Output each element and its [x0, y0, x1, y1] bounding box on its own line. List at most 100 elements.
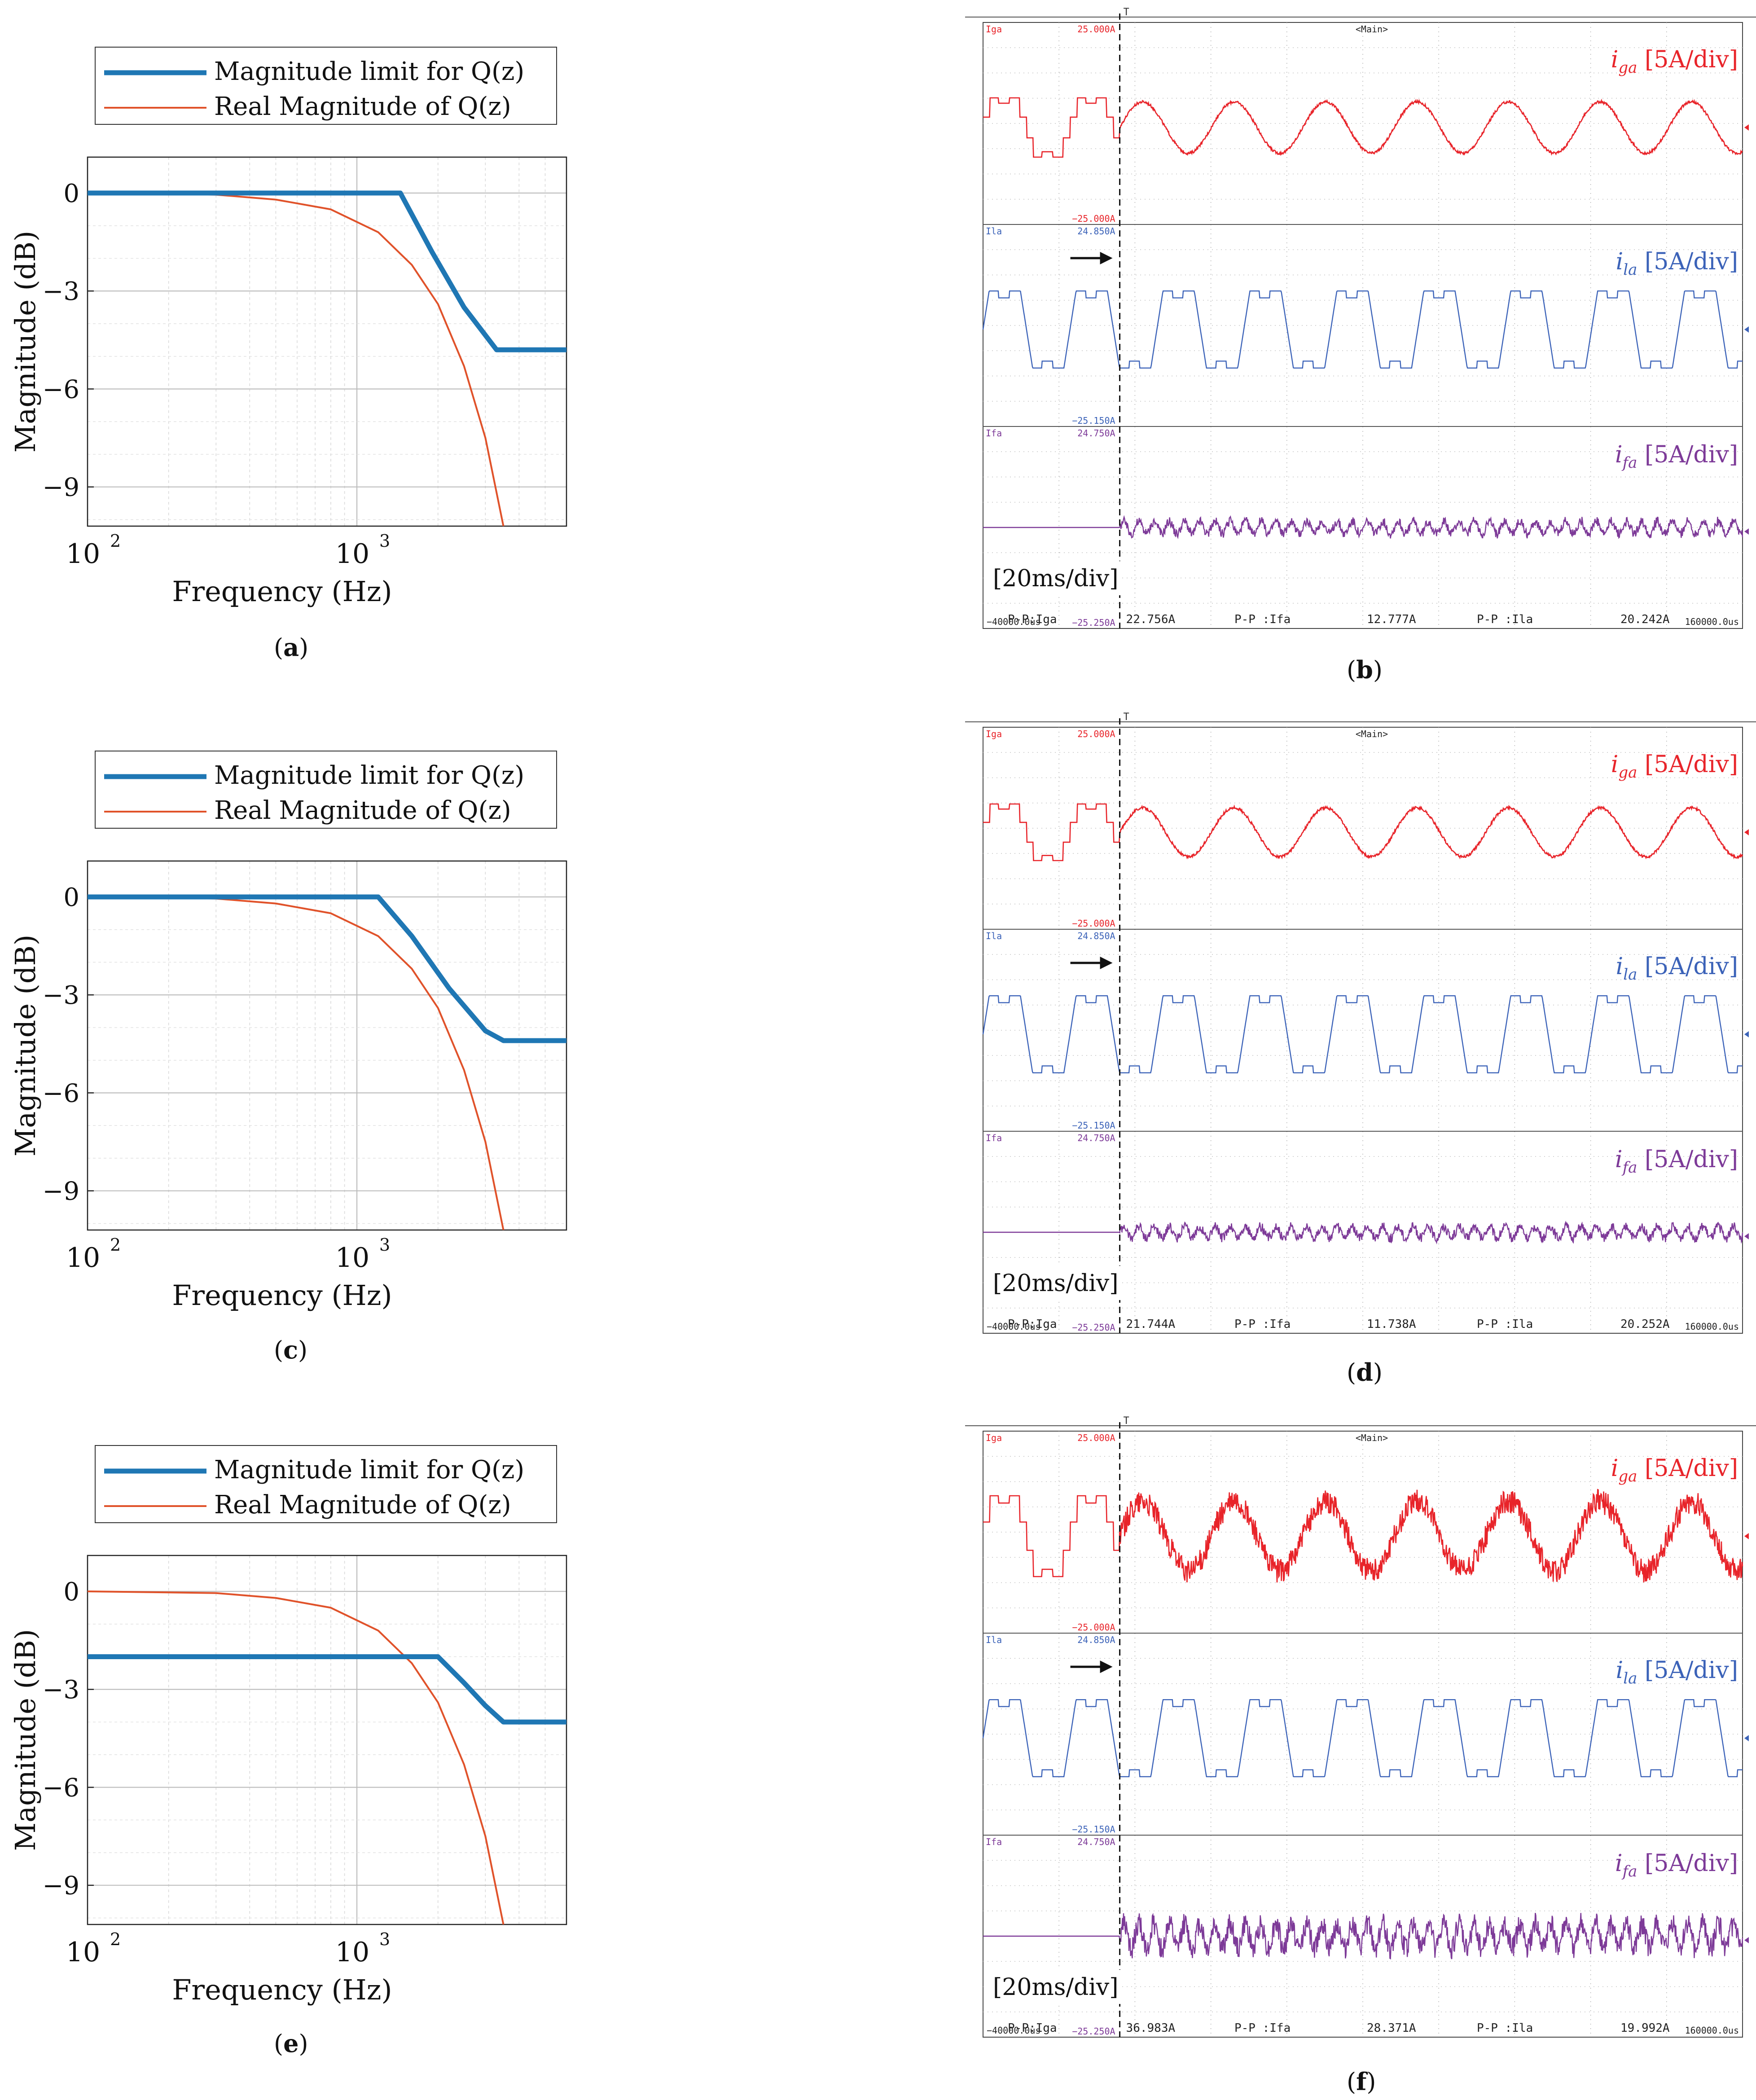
channel-la-name: Ila	[986, 931, 1002, 941]
waveform-i-la	[982, 995, 1743, 1073]
y-axis-label: Magnitude (dB)	[9, 935, 42, 1156]
y-axis-label: Magnitude (dB)	[9, 231, 42, 453]
channel-fa-label-sub: fa	[1621, 1159, 1637, 1177]
legend-box	[95, 1445, 557, 1523]
caption-a-letter: a	[283, 633, 299, 662]
legend-real-label: Real Magnitude of Q(z)	[214, 796, 511, 825]
channel-la-scale-bot: −25.150A	[1072, 415, 1115, 426]
caption-b: (b)	[1347, 655, 1383, 684]
timediv-bg	[987, 1970, 1122, 2004]
right-time: 160000.0us	[1685, 616, 1739, 627]
channel-ga-label-i: i	[1611, 1455, 1619, 1482]
channel-fa-scale-top: 24.750A	[1077, 1836, 1115, 1847]
caption-a: (a)	[274, 633, 309, 662]
waveform-i-fa	[983, 515, 1743, 539]
channel-fa-label-i: i	[1615, 441, 1623, 468]
caption-f: (f)	[1347, 2067, 1376, 2096]
ytick-label-0: 0	[63, 179, 79, 208]
arrow-head	[1100, 252, 1113, 264]
ytick-label-2: −6	[42, 375, 79, 404]
scope-frame	[983, 22, 1743, 629]
channel-ga-label: iga [5A/div]	[1611, 46, 1738, 77]
timediv-bg	[987, 561, 1122, 595]
waveform-i-ga	[983, 1489, 1743, 1583]
series-magnitude-limit	[88, 190, 566, 352]
right-time: 160000.0us	[1685, 1321, 1739, 1332]
ytick-label-0: 0	[63, 883, 79, 912]
time-div-label: [20ms/div]	[993, 565, 1119, 592]
ytick-label-3: −9	[42, 1177, 79, 1206]
channel-fa-scale-bot: −25.250A	[1072, 2026, 1115, 2037]
channel-fa-label-i: i	[1615, 1850, 1623, 1877]
series-real-magnitude	[88, 192, 505, 526]
channel-fa-label: ifa [5A/div]	[1615, 441, 1738, 472]
pp-la-value: 19.992A	[1620, 2021, 1670, 2035]
channel-fa-name: Ifa	[986, 1133, 1002, 1143]
channel-ga-scale-top: 25.000A	[1077, 1432, 1115, 1443]
ytick-label-1: −3	[42, 277, 79, 306]
plot-area	[88, 1555, 566, 1924]
channel-ga-label-sub: ga	[1618, 1467, 1637, 1485]
bode-svg-a: Magnitude limit for Q(z) Real Magnitude o…	[9, 47, 567, 608]
bode-plot-a: Magnitude limit for Q(z) Real Magnitude o…	[0, 36, 584, 682]
arrow-head	[1100, 957, 1113, 969]
xtick-label-0: 10	[66, 538, 100, 570]
legend-box	[95, 47, 557, 125]
xtick-label-0: 10	[66, 1937, 100, 1968]
channel-la-marker	[1744, 1031, 1749, 1037]
arrow-head	[1100, 1661, 1113, 1673]
xtick-label-0: 10	[66, 1242, 100, 1274]
bode-svg-e: Magnitude limit for Q(z) Real Magnitude o…	[9, 1445, 567, 2006]
channel-ga-label: iga [5A/div]	[1611, 1455, 1738, 1485]
channel-la-scale-top: 24.850A	[1077, 226, 1115, 237]
main-tag: <Main>	[1356, 729, 1388, 739]
channel-la-label-div: [5A/div]	[1637, 953, 1738, 980]
channel-la-label-div: [5A/div]	[1637, 1657, 1738, 1684]
waveform-i-ga	[983, 97, 1743, 158]
xtick-exp-1: 3	[379, 1929, 390, 1949]
xtick-exp-1: 3	[379, 1235, 390, 1255]
caption-e-letter: e	[283, 2029, 299, 2058]
channel-ga-marker	[1744, 829, 1749, 835]
channel-la-label-div: [5A/div]	[1637, 248, 1738, 275]
channel-ga-label-sub: ga	[1618, 59, 1637, 77]
ytick-label-3: −9	[42, 1872, 79, 1901]
channel-ga-label-i: i	[1611, 751, 1619, 778]
pp-fa-value: 28.371A	[1367, 2021, 1416, 2035]
channel-la-scale-top: 24.850A	[1077, 1634, 1115, 1645]
channel-la-name: Ila	[986, 1634, 1002, 1645]
ytick-label-2: −6	[42, 1773, 79, 1802]
channel-la-scale-top: 24.850A	[1077, 931, 1115, 941]
pp-fa-label: P-P :Ifa	[1234, 1318, 1291, 1331]
xtick-label-1: 10	[335, 538, 369, 570]
channel-ga-name: Iga	[986, 24, 1002, 35]
left-time: −40000.0us	[987, 616, 1040, 627]
ytick-label-1: −3	[42, 1675, 79, 1705]
channel-fa-marker	[1744, 1233, 1749, 1239]
right-time: 160000.0us	[1685, 2025, 1739, 2036]
series-real-magnitude	[88, 896, 505, 1230]
scope-capture-b: T <Main> Iga 25.000A −25.000A Ila 24.850A −25.1…	[965, 0, 1756, 673]
waveform-i-fa	[983, 1912, 1743, 1960]
waveform-i-ga	[983, 803, 1743, 861]
trigger-mark: T	[1124, 712, 1129, 723]
channel-fa-label-sub: fa	[1621, 454, 1637, 472]
channel-la-scale-bot: −25.150A	[1072, 1120, 1115, 1131]
channel-ga-label-div: [5A/div]	[1637, 751, 1738, 778]
channel-fa-scale-bot: −25.250A	[1072, 617, 1115, 628]
channel-la-label: ila [5A/div]	[1616, 248, 1738, 279]
legend-limit-label: Magnitude limit for Q(z)	[214, 1455, 524, 1485]
channel-la-label: ila [5A/div]	[1616, 953, 1738, 984]
scope-frame	[983, 727, 1743, 1334]
channel-la-label-i: i	[1616, 1657, 1624, 1684]
ytick-label-1: −3	[42, 981, 79, 1010]
series-real-magnitude	[88, 1590, 505, 1924]
bode-plot-c: Magnitude limit for Q(z) Real Magnitude o…	[0, 740, 584, 1386]
x-axis-label: Frequency (Hz)	[172, 575, 392, 608]
waveform-i-fa	[983, 1220, 1743, 1245]
bode-svg-c: Magnitude limit for Q(z) Real Magnitude o…	[9, 751, 567, 1312]
series-magnitude-limit	[88, 894, 566, 1043]
ytick-label-0: 0	[63, 1577, 79, 1607]
pp-la-label: P-P :Ila	[1477, 2021, 1533, 2035]
scope-svg-f: T <Main> Iga 25.000A −25.000A Ila 24.850A −25.1…	[965, 1415, 1756, 2038]
